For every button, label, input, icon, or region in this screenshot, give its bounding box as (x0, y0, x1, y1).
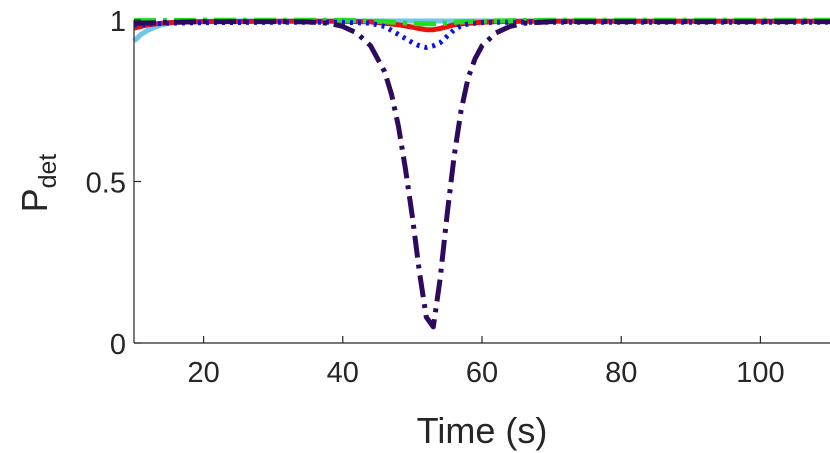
x-tick-label: 20 (187, 357, 219, 389)
y-tick-label: 0 (110, 329, 126, 361)
axes (133, 19, 830, 344)
x-tick-label: 80 (605, 357, 637, 389)
x-axis-label: Time (s) (417, 410, 548, 451)
series-line-4 (133, 19, 830, 50)
y-tick-label: 0.5 (86, 168, 126, 200)
series-line-5 (133, 19, 830, 330)
y-axis-label-main: P (14, 188, 55, 212)
x-tick-label: 60 (466, 357, 498, 389)
y-axis-label: Pdet (14, 154, 62, 213)
x-tick-label: 100 (736, 357, 784, 389)
y-axis-label-subscript: det (34, 154, 62, 189)
x-tick-label: 40 (327, 357, 359, 389)
tick-labels: 20 40 60 80 100 0 0.5 1 (86, 6, 785, 389)
y-tick-label: 1 (110, 6, 126, 38)
series-layer (132, 17, 830, 330)
